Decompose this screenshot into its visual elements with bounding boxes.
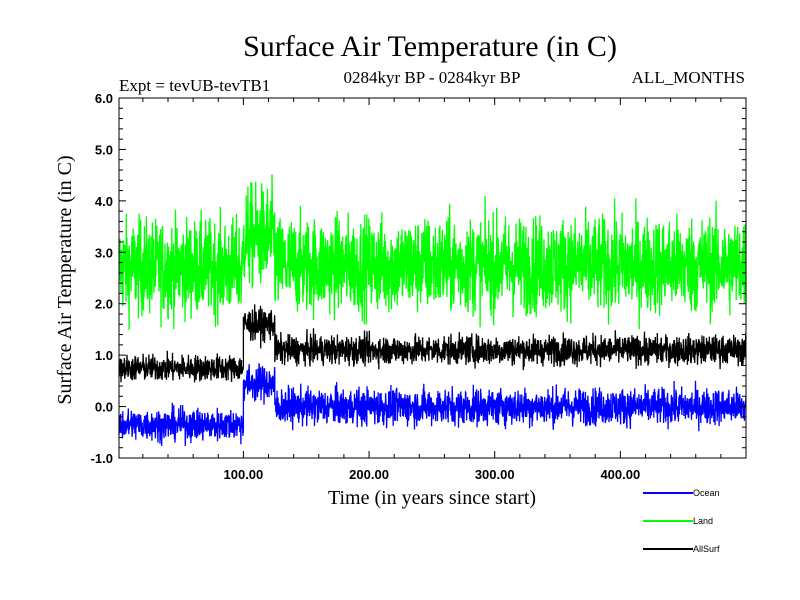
y-tick-label: -1.0 [91, 451, 113, 466]
legend-label-allsurf: AllSurf [693, 544, 720, 554]
y-tick-label: 3.0 [95, 245, 113, 260]
y-tick-label: 6.0 [95, 91, 113, 106]
y-tick-label: 2.0 [95, 297, 113, 312]
y-tick-label: 5.0 [95, 142, 113, 157]
period-label: 0284kyr BP - 0284kyr BP [344, 68, 521, 87]
x-tick-label: 400.00 [600, 467, 640, 482]
x-axis: 100.00 200.00 300.00 400.00 [142, 98, 722, 482]
plot-series-layer [118, 174, 747, 447]
y-tick-label: 1.0 [95, 348, 113, 363]
legend: Ocean Land AllSurf [643, 488, 720, 554]
legend-label-land: Land [693, 516, 713, 526]
x-tick-label: 200.00 [349, 467, 389, 482]
series-line-land [118, 174, 747, 331]
y-tick-label: 4.0 [95, 194, 113, 209]
months-label: ALL_MONTHS [632, 68, 745, 87]
y-axis-label: Surface Air Temperature (in C) [54, 155, 76, 404]
y-axis: -1.0 0.0 1.0 2.0 3.0 4.0 5.0 6.0 [91, 91, 746, 466]
y-tick-label: 0.0 [95, 400, 113, 415]
x-tick-label: 100.00 [224, 467, 264, 482]
experiment-label: Expt = tevUB-tevTB1 [119, 76, 270, 95]
series-line-ocean [118, 363, 747, 447]
series-line-allsurf [118, 304, 747, 383]
legend-label-ocean: Ocean [693, 488, 720, 498]
x-axis-label: Time (in years since start) [328, 487, 536, 509]
x-tick-label: 300.00 [475, 467, 515, 482]
chart-title: Surface Air Temperature (in C) [243, 30, 617, 63]
plot-frame [118, 97, 747, 459]
